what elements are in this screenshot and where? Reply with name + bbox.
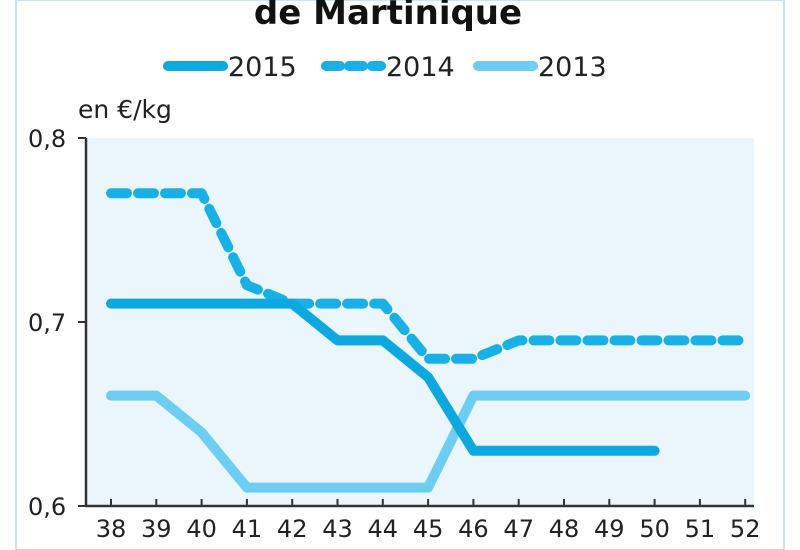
series-layer [106,188,751,493]
x-tick-label: 49 [594,515,625,543]
chart-title: de Martinique [254,0,522,33]
axes: 0,6 0,7 0,8 38 39 40 41 42 43 44 45 46 47 48 49 50 51 52 [28,125,760,543]
legend-label-2014: 2014 [386,52,455,83]
series-line-2014 [106,188,751,364]
legend-label-2013: 2013 [538,52,607,83]
series-line-2013 [106,390,751,493]
x-tick-label: 45 [413,515,444,543]
legend-label-2015: 2015 [228,52,297,83]
x-tick-label: 47 [503,515,534,543]
x-tick-label: 52 [730,515,761,543]
x-tick-label: 39 [141,515,172,543]
x-tick-label: 42 [277,515,308,543]
x-tick-label: 51 [685,515,716,543]
y-tick-label: 0,7 [28,309,66,337]
y-axis-label: en €/kg [78,95,172,124]
x-tick-label: 46 [458,515,489,543]
series-line-2015 [106,298,660,456]
x-tick-label: 41 [232,515,263,543]
legend: 2015 2014 2013 [163,52,607,83]
y-tick-label: 0,8 [28,125,66,153]
x-tick-label: 38 [96,515,127,543]
x-tick-label: 43 [322,515,353,543]
x-tick-label: 48 [549,515,580,543]
x-tick-label: 50 [639,515,670,543]
x-tick-label: 44 [368,515,399,543]
y-tick-label: 0,6 [28,493,66,521]
plot-area [86,138,754,506]
x-tick-label: 40 [186,515,217,543]
